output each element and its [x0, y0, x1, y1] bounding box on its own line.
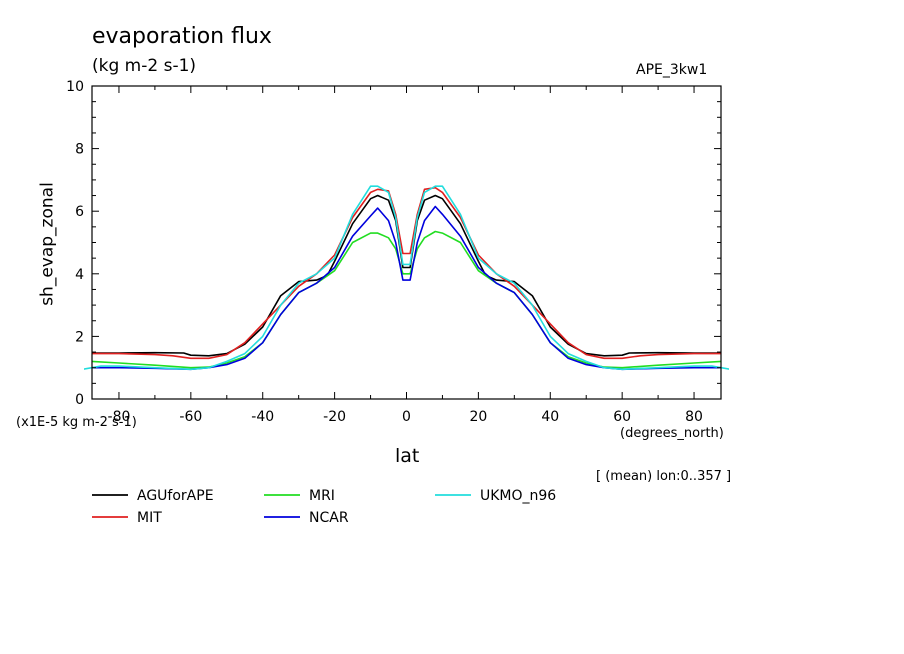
- x-axis-units: (degrees_north): [620, 426, 724, 441]
- x-tick-label: -60: [179, 409, 202, 425]
- x-tick-label: -40: [251, 409, 274, 425]
- x-tick-label: 0: [402, 409, 411, 425]
- mean-note: [ (mean) lon:0..357 ]: [596, 469, 732, 484]
- legend: AGUforAPE MIT MRI NCAR UKMO_n96: [92, 488, 556, 526]
- series-line-mri: [91, 230, 722, 369]
- plot-border: [91, 85, 722, 400]
- experiment-label: APE_3kw1: [636, 62, 708, 78]
- chart-title: evaporation flux: [92, 24, 272, 49]
- plot-frame: [91, 85, 722, 400]
- y-tick-label: 2: [75, 329, 84, 345]
- y-scale-note: (x1E-5 kg m-2 s-1): [16, 415, 137, 430]
- series-lines: [84, 185, 729, 371]
- y-tick-label: 10: [66, 79, 84, 95]
- series-line-ncar: [92, 205, 721, 371]
- series-line-aguforape: [92, 194, 721, 357]
- legend-label: UKMO_n96: [480, 488, 556, 504]
- y-tick-label: 6: [75, 204, 84, 220]
- x-axis-label: lat: [395, 445, 420, 467]
- series-line-ukmo-n96: [84, 185, 729, 371]
- x-tick-label: -20: [323, 409, 346, 425]
- legend-label: MIT: [137, 510, 162, 526]
- x-tick-label: 80: [685, 409, 703, 425]
- x-tick-label: 60: [613, 409, 631, 425]
- y-tick-label: 8: [75, 142, 84, 158]
- x-tick-label: 20: [469, 409, 487, 425]
- y-tick-label: 4: [75, 267, 84, 283]
- legend-label: MRI: [309, 488, 335, 504]
- axis-ticks: -80 -60 -40 -20 0 20 40 60 80 0 2 4 6 8 10: [66, 79, 721, 425]
- legend-label: AGUforAPE: [137, 488, 214, 504]
- legend-label: NCAR: [309, 510, 349, 526]
- chart-units: (kg m-2 s-1): [92, 56, 197, 76]
- x-tick-label: 40: [541, 409, 559, 425]
- series-line-mit: [92, 186, 721, 360]
- y-tick-label: 0: [75, 392, 84, 408]
- x-tick-label: -80: [108, 409, 131, 425]
